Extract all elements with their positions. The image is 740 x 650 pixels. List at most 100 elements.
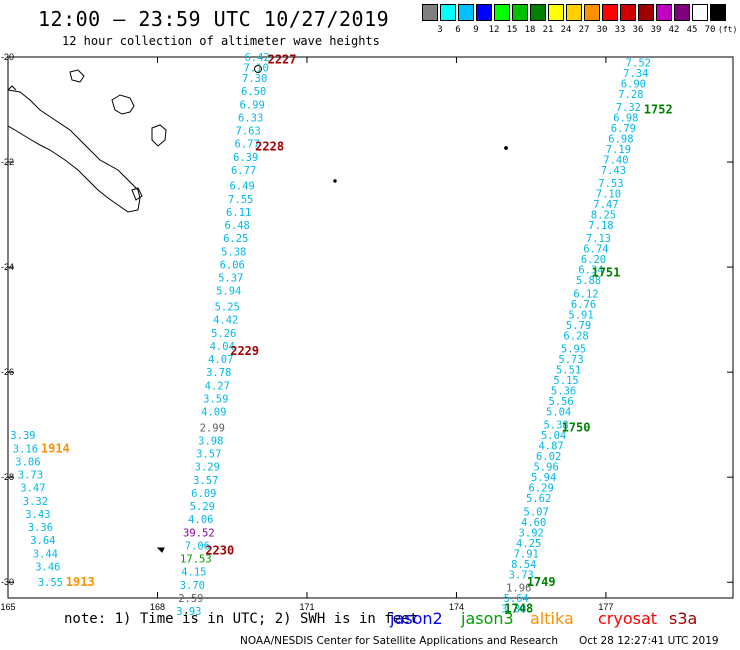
wave-height-value: 3.39: [10, 430, 35, 442]
wave-height-value: 5.96: [533, 462, 558, 474]
legend-label: 27: [578, 25, 590, 35]
wave-height-value: 3.78: [206, 367, 231, 379]
wave-height-value: 5.07: [524, 506, 549, 518]
wave-height-value: 3.06: [15, 456, 40, 468]
wave-height-value: 7.55: [228, 194, 253, 206]
legend-label: 15: [506, 25, 518, 35]
wave-height-value: 7.19: [606, 144, 631, 156]
wave-height-value: 3.64: [30, 535, 55, 547]
wave-height-value: 7.47: [593, 199, 618, 211]
wave-height-value: 3.73: [509, 569, 534, 581]
altimeter-tracks: 6.427.107.306.506.996.337.636.776.396.77…: [10, 52, 651, 618]
wave-height-value: 4.07: [208, 354, 233, 366]
lon-label: 165: [0, 602, 15, 612]
wave-height-value: 7.40: [603, 154, 628, 166]
satellite-name-jason3: jason3: [461, 609, 514, 628]
wave-height-value: 7.32: [616, 102, 641, 114]
wave-height-value: 5.37: [218, 273, 243, 285]
wave-height-value: 6.77: [235, 139, 260, 151]
legend-label: 70: [704, 25, 716, 35]
lat-label: -28: [1, 472, 14, 482]
wave-height-value: 6.48: [225, 220, 250, 232]
wave-height-value: 4.04: [210, 341, 235, 353]
wave-height-value: 39.52: [183, 527, 215, 539]
legend-swatch: [656, 4, 672, 21]
pass-time-label: 1751: [591, 265, 620, 279]
legend-label: 33: [614, 25, 626, 35]
wave-height-value: 17.53: [180, 554, 212, 566]
wave-height-value: 4.27: [205, 380, 230, 392]
legend-swatch: [548, 4, 564, 21]
loyalty-island-ouvea: [69, 69, 85, 83]
wave-height-value: 3.30: [501, 604, 526, 616]
wave-height-value: 7.91: [514, 548, 539, 560]
lat-label: -22: [1, 157, 14, 167]
wave-height-value: 5.29: [190, 501, 215, 513]
legend-swatch: [512, 4, 528, 21]
legend-swatch: [530, 4, 546, 21]
reef-marker: [156, 547, 165, 553]
legend-label: 24: [560, 25, 572, 35]
legend-swatch: [620, 4, 636, 21]
matthew-island: [333, 179, 337, 183]
wave-height-value: 5.38: [221, 246, 246, 258]
wave-height-value: 4.60: [521, 517, 546, 529]
wave-height-value: 4.06: [188, 514, 213, 526]
wave-height-value: 2.99: [200, 422, 225, 434]
pass-time-label: 2227: [268, 53, 297, 67]
wave-height-value: 6.76: [571, 299, 596, 311]
legend-swatch: [440, 4, 456, 21]
wave-height-value: 3.32: [23, 496, 48, 508]
wave-height-value: 1.96: [506, 582, 531, 594]
legend-swatch: [458, 4, 474, 21]
pass-time-label: 1748: [504, 602, 533, 616]
legend-label: 30: [596, 25, 608, 35]
wave-height-value: 3.70: [180, 580, 205, 592]
legend-label: 21: [542, 25, 554, 35]
wave-height-value: 3.92: [519, 527, 544, 539]
wave-height-value: 5.88: [576, 275, 601, 287]
legend-swatch: [476, 4, 492, 21]
wave-height-value: 7.13: [586, 233, 611, 245]
wave-height-value: 4.09: [201, 407, 226, 419]
wave-height-value: 6.06: [220, 259, 245, 271]
lon-label: 168: [150, 602, 165, 612]
hunter-island: [504, 146, 508, 150]
wave-height-value: 7.30: [242, 73, 267, 85]
legend-swatch: [584, 4, 600, 21]
wave-height-value: 5.73: [558, 354, 583, 366]
legend-label: 36: [632, 25, 644, 35]
wave-height-value: 2.59: [178, 593, 203, 605]
wave-height-value: 5.04: [541, 430, 566, 442]
pass-time-label: 2228: [255, 139, 284, 153]
credit-line: NOAA/NESDIS Center for Satellite Applica…: [240, 635, 558, 647]
wave-height-value: 7.18: [588, 220, 613, 232]
wave-height-value: 6.09: [191, 488, 216, 500]
wave-height-value: 6.25: [223, 233, 248, 245]
wave-height-value: 3.16: [13, 443, 38, 455]
pass-time-label: 1750: [562, 420, 591, 434]
wave-height-value: 4.87: [538, 441, 563, 453]
belep-coast: [7, 85, 17, 91]
wave-height-value: 3.57: [196, 449, 221, 461]
wave-height-value: 6.29: [529, 483, 554, 495]
isle-of-pines: [131, 187, 143, 201]
wave-height-value: 6.98: [613, 112, 638, 124]
legend-label: 42: [668, 25, 680, 35]
lon-label: 171: [299, 602, 314, 612]
pass-time-label: 1749: [527, 575, 556, 589]
legend-swatch: [602, 4, 618, 21]
map-border: [7, 56, 734, 599]
legend-swatch: [494, 4, 510, 21]
wave-height-value: 8.54: [511, 559, 536, 571]
wave-height-value: 6.34: [578, 265, 603, 277]
lat-label: -30: [1, 577, 14, 587]
footer-note: note: 1) Time is in UTC; 2) SWH is in fe…: [64, 611, 419, 627]
wave-height-value: 5.64: [504, 593, 529, 605]
wave-height-value: 6.12: [573, 288, 598, 300]
wave-height-value: 7.10: [243, 63, 268, 75]
wave-height-value: 3.29: [195, 462, 220, 474]
wave-height-value: 5.56: [548, 396, 573, 408]
wave-height-value: 4.25: [516, 538, 541, 550]
wave-height-value: 3.59: [203, 393, 228, 405]
